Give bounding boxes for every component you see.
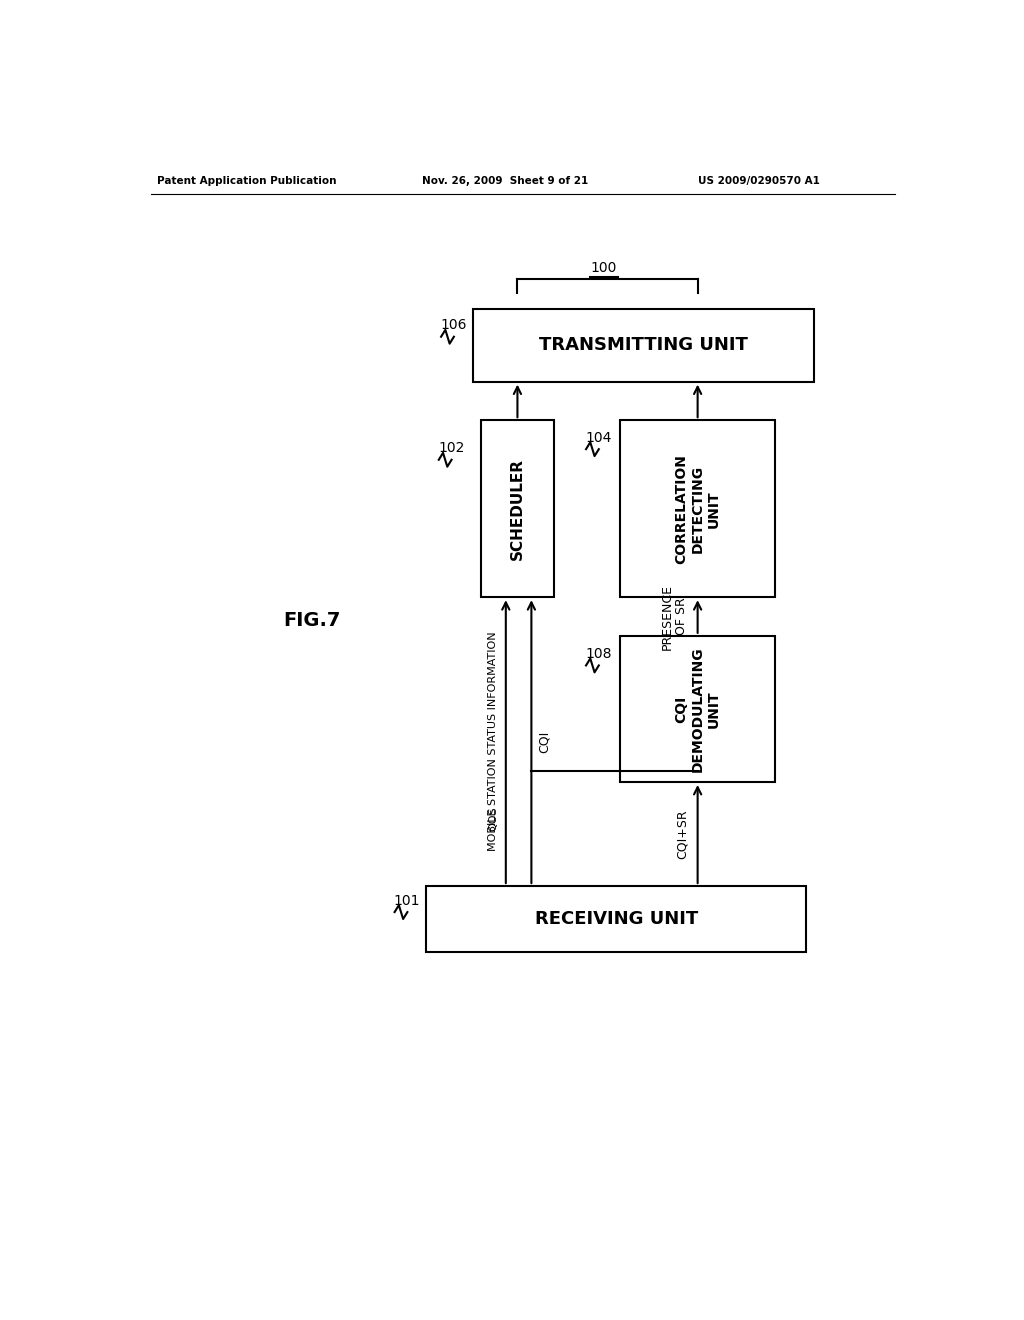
Text: Nov. 26, 2009  Sheet 9 of 21: Nov. 26, 2009 Sheet 9 of 21 bbox=[423, 176, 589, 186]
Text: CORRELATION
DETECTING
UNIT: CORRELATION DETECTING UNIT bbox=[675, 454, 721, 564]
Text: CQI: CQI bbox=[538, 730, 551, 752]
Bar bbox=[480, 420, 554, 598]
Bar bbox=[621, 420, 775, 598]
Text: CQI
DEMODULATING
UNIT: CQI DEMODULATING UNIT bbox=[675, 645, 721, 772]
Text: FIG.7: FIG.7 bbox=[283, 611, 340, 630]
Bar bbox=[426, 886, 806, 952]
Bar bbox=[473, 309, 814, 381]
Text: Patent Application Publication: Patent Application Publication bbox=[158, 176, 337, 186]
Text: TRANSMITTING UNIT: TRANSMITTING UNIT bbox=[539, 337, 748, 354]
Text: 108: 108 bbox=[586, 647, 611, 661]
Text: US 2009/0290570 A1: US 2009/0290570 A1 bbox=[697, 176, 819, 186]
Text: CQI+SR: CQI+SR bbox=[675, 809, 688, 859]
Text: MOBILE STATION STATUS INFORMATION: MOBILE STATION STATUS INFORMATION bbox=[488, 632, 498, 851]
Text: RECEIVING UNIT: RECEIVING UNIT bbox=[535, 909, 698, 928]
Text: 102: 102 bbox=[438, 441, 464, 455]
Bar bbox=[621, 636, 775, 781]
Text: 106: 106 bbox=[440, 318, 467, 333]
Text: QOS: QOS bbox=[488, 807, 498, 832]
Text: SCHEDULER: SCHEDULER bbox=[510, 458, 525, 560]
Text: PRESENCE
OF SR: PRESENCE OF SR bbox=[660, 583, 688, 649]
Text: 101: 101 bbox=[394, 894, 420, 908]
Text: 104: 104 bbox=[586, 430, 611, 445]
Text: 100: 100 bbox=[591, 261, 616, 276]
